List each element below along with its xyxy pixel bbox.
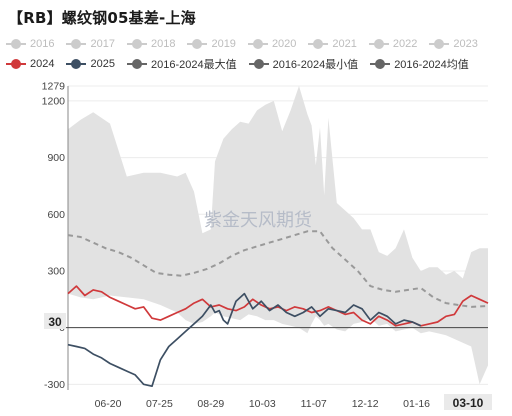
range-band [68, 86, 488, 385]
legend-label: 2021 [332, 38, 357, 50]
legend-swatch-icon [126, 38, 147, 50]
crosshair-y-label: 30 [48, 315, 62, 329]
x-tick-label: 12-12 [352, 398, 379, 410]
series-line [67, 292, 422, 388]
legend-swatch-icon [187, 38, 208, 50]
legend-label: 2016 [30, 38, 55, 50]
legend-item[interactable]: 2019 [187, 36, 236, 52]
crosshair-x-box [444, 394, 492, 410]
legend-item[interactable]: 2020 [247, 36, 297, 52]
legend-label: 2024 [30, 58, 55, 70]
legend-label: 2023 [453, 38, 478, 50]
legend-swatch-icon [66, 58, 87, 70]
series-line [67, 230, 489, 308]
y-tick-label: 300 [47, 265, 65, 277]
legend-label: 2025 [90, 58, 115, 70]
legend-swatch-icon [6, 38, 26, 50]
legend-swatch-icon [368, 38, 389, 50]
legend-label: 2016-2024最小值 [272, 59, 359, 71]
legend-label: 2020 [271, 38, 297, 50]
legend-item[interactable]: 2023 [429, 36, 478, 52]
x-tick-label: 11-07 [301, 398, 327, 410]
legend-label: 2016-2024均值 [394, 59, 469, 71]
chart-series [67, 230, 489, 388]
legend-swatch-icon [126, 58, 147, 70]
legend-label: 2022 [392, 38, 418, 50]
max-min-band [68, 86, 488, 385]
chart-axes [44, 86, 488, 390]
chart-title: 【RB】螺纹钢05基差-上海 [8, 9, 196, 27]
x-tick-label: 01-16 [403, 398, 430, 410]
watermark-text: 紫金天风期货 [204, 210, 312, 231]
legend-item[interactable]: 2017 [66, 36, 115, 52]
axis-labels: -30003006009001200127906-2007-2508-2910-… [42, 81, 492, 410]
x-tick-label: 10-03 [249, 398, 276, 410]
legend-swatch-icon [248, 58, 269, 70]
legend-swatch-icon [308, 38, 329, 50]
legend-item[interactable]: 2016 [6, 36, 54, 52]
legend-label: 2019 [211, 38, 236, 50]
y-tick-label: 1200 [42, 95, 66, 107]
legend-swatch-icon [6, 58, 26, 70]
legend-item[interactable]: 2021 [308, 36, 357, 52]
chart-plot: 紫金天风期货 -30003006009001200127906-2007-250… [42, 81, 492, 410]
crosshair-y-box [44, 312, 66, 329]
y-tick-label: -300 [44, 379, 65, 391]
legend-row-years: 2016 2017 2018 2019 2020 2021 2022 2023 [6, 36, 510, 52]
legend-item[interactable]: 2025 [66, 56, 115, 72]
x-tick-label: 07-25 [146, 398, 173, 410]
legend-label: 2018 [150, 38, 176, 50]
y-tick-label: 900 [47, 152, 65, 164]
x-tick-label: 06-20 [95, 398, 122, 410]
legend-item[interactable]: 2018 [126, 36, 176, 52]
legend-item[interactable]: 2024 [6, 56, 54, 72]
legend-swatch-icon [247, 38, 268, 50]
legend-item[interactable]: 2016-2024均值 [370, 56, 469, 72]
crosshair-x-label: 03-10 [453, 396, 484, 410]
legend-row-series: 2024 2025 2016-2024最大值 2016-2024最小值 2016-202… [6, 56, 510, 72]
y-tick-label: 1279 [42, 81, 66, 93]
legend-label: 2017 [90, 38, 115, 50]
legend-item[interactable]: 2016-2024最小值 [248, 56, 359, 72]
x-tick-label: 08-29 [197, 398, 224, 410]
legend-item[interactable]: 2022 [368, 36, 418, 52]
legend-item[interactable]: 2016-2024最大值 [126, 56, 237, 72]
legend-label: 2016-2024最大值 [150, 59, 237, 71]
y-tick-label: 600 [47, 209, 65, 221]
legend-swatch-icon [370, 58, 391, 70]
legend-swatch-icon [66, 38, 87, 50]
legend-swatch-icon [429, 38, 450, 50]
